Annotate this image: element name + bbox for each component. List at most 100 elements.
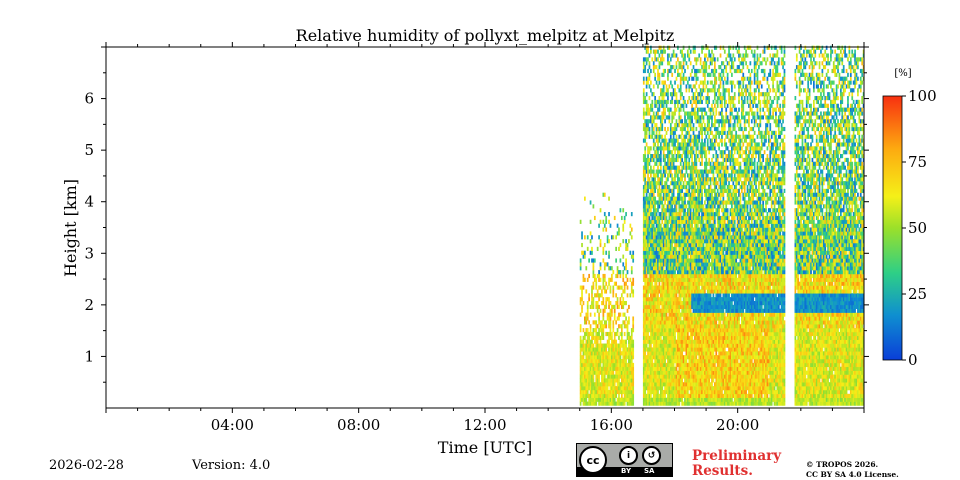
- heatmap-cell: [705, 219, 708, 224]
- heatmap-cell: [706, 374, 709, 379]
- heatmap-cell: [691, 200, 693, 205]
- heatmap-cell: [648, 250, 651, 255]
- heatmap-cell: [677, 378, 679, 383]
- heatmap-cell: [711, 123, 713, 128]
- heatmap-cell: [654, 246, 657, 252]
- heatmap-cell: [702, 235, 705, 240]
- heatmap-cell: [598, 343, 600, 348]
- heatmap-cell: [675, 208, 678, 213]
- heatmap-cell: [585, 378, 588, 383]
- heatmap-cell: [650, 324, 652, 329]
- heatmap-cell: [705, 250, 708, 255]
- heatmap-cell: [669, 80, 672, 85]
- heatmap-cell: [684, 343, 686, 348]
- heatmap-cell: [706, 289, 709, 294]
- heatmap-cell: [657, 72, 659, 77]
- heatmap-cell: [695, 142, 698, 147]
- heatmap-cell: [686, 355, 689, 360]
- heatmap-cell: [662, 316, 665, 321]
- heatmap-cell: [669, 258, 672, 263]
- heatmap-cell: [704, 362, 706, 368]
- heatmap-cell: [691, 184, 693, 190]
- heatmap-cell: [681, 374, 684, 379]
- heatmap-cell: [705, 99, 708, 105]
- heatmap-cell: [657, 393, 659, 398]
- heatmap-cell: [681, 215, 684, 221]
- heatmap-cell: [651, 115, 654, 120]
- heatmap-cell: [716, 297, 719, 302]
- heatmap-cell: [651, 289, 654, 294]
- heatmap-cell: [689, 343, 692, 348]
- heatmap-cell: [664, 382, 666, 387]
- heatmap-cell: [593, 382, 596, 387]
- heatmap-cell: [685, 215, 688, 221]
- heatmap-cell: [702, 297, 705, 302]
- heatmap-cell: [671, 289, 674, 294]
- heatmap-cell: [608, 389, 610, 395]
- heatmap-cell: [630, 351, 633, 356]
- heatmap-cell: [609, 328, 612, 333]
- heatmap-cell: [688, 119, 691, 124]
- heatmap-cell: [686, 123, 689, 128]
- heatmap-cell: [712, 177, 715, 182]
- heatmap-cell: [698, 212, 701, 217]
- heatmap-cell: [616, 382, 619, 387]
- heatmap-cell: [605, 378, 608, 383]
- heatmap-cell: [582, 389, 585, 395]
- heatmap-cell: [692, 177, 695, 182]
- heatmap-cell: [654, 239, 657, 244]
- heatmap-cell: [657, 68, 659, 74]
- heatmap-cell: [668, 219, 671, 224]
- heatmap-cell: [702, 250, 705, 255]
- heatmap-cell: [686, 297, 689, 302]
- heatmap-cell: [647, 219, 649, 224]
- heatmap-cell: [702, 308, 705, 313]
- heatmap-cell: [605, 401, 608, 406]
- heatmap-cell: [711, 359, 713, 364]
- heatmap-cell: [599, 347, 602, 352]
- heatmap-cell: [644, 212, 647, 217]
- heatmap-cell: [689, 138, 692, 143]
- heatmap-cell: [677, 181, 679, 186]
- heatmap-cell: [662, 328, 665, 333]
- heatmap-cell: [622, 304, 625, 310]
- heatmap-cell: [688, 235, 691, 240]
- heatmap-cell: [618, 401, 620, 406]
- heatmap-cell: [618, 397, 620, 402]
- heatmap-cell: [619, 397, 622, 402]
- heatmap-cell: [618, 389, 620, 395]
- heatmap-cell: [698, 204, 701, 209]
- heatmap-cell: [668, 328, 671, 333]
- heatmap-cell: [645, 304, 648, 310]
- heatmap-cell: [593, 320, 596, 325]
- heatmap-cell: [668, 339, 671, 344]
- heatmap-cell: [642, 258, 645, 263]
- heatmap-cell: [685, 304, 688, 310]
- heatmap-cell: [701, 351, 703, 356]
- heatmap-cell: [706, 223, 709, 228]
- heatmap-cell: [715, 107, 718, 112]
- heatmap-cell: [592, 331, 595, 337]
- heatmap-cell: [644, 378, 647, 383]
- heatmap-cell: [642, 95, 645, 101]
- heatmap-cell: [628, 320, 630, 325]
- heatmap-cell: [644, 219, 647, 224]
- heatmap-cell: [681, 270, 684, 275]
- heatmap-cell: [678, 285, 681, 290]
- heatmap-cell: [696, 188, 699, 193]
- heatmap-cell: [679, 146, 682, 151]
- heatmap-cell: [622, 208, 625, 213]
- heatmap-cell: [645, 277, 648, 282]
- heatmap-cell: [695, 277, 698, 282]
- heatmap-cell: [709, 328, 712, 333]
- heatmap-cell: [677, 289, 679, 294]
- heatmap-cell: [665, 239, 668, 244]
- heatmap-cell: [688, 150, 691, 155]
- heatmap-cell: [630, 212, 633, 217]
- heatmap-cell: [695, 347, 698, 352]
- heatmap-cell: [672, 304, 675, 310]
- heatmap-cell: [650, 359, 652, 364]
- heatmap-cell: [691, 231, 693, 236]
- heatmap-cell: [657, 370, 659, 375]
- heatmap-cell: [691, 300, 693, 306]
